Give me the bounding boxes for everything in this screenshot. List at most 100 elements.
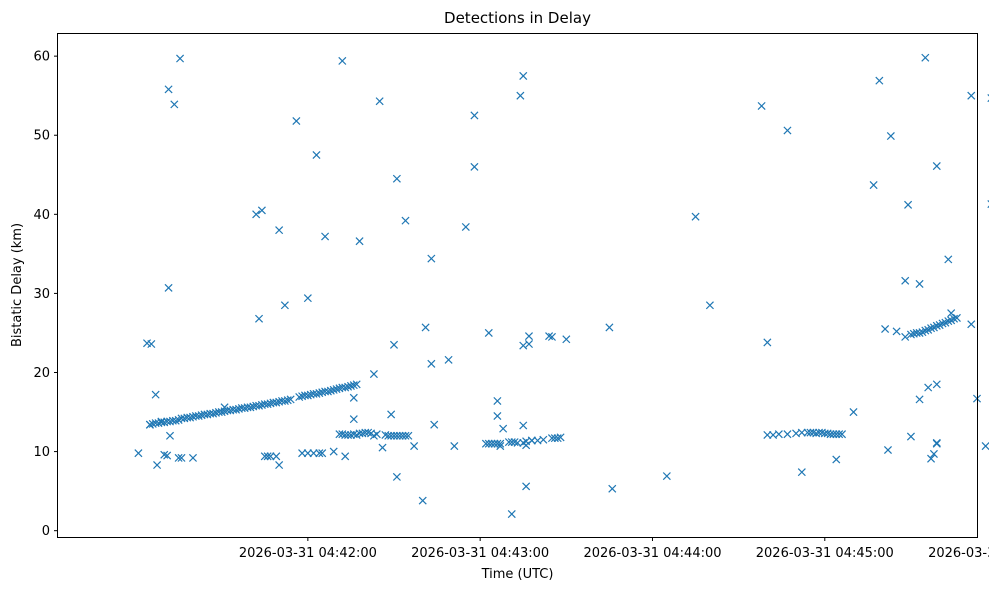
data-point: [147, 340, 156, 349]
data-point: [832, 430, 841, 439]
data-point: [164, 85, 173, 94]
data-point: [496, 439, 505, 448]
data-point: [427, 254, 436, 263]
data-point: [901, 276, 910, 285]
data-point: [134, 449, 143, 458]
data-point: [272, 398, 281, 407]
data-point: [176, 54, 185, 63]
data-point: [556, 433, 565, 442]
data-point: [315, 449, 324, 458]
data-point: [275, 461, 284, 470]
data-point: [404, 431, 413, 440]
data-point: [418, 496, 427, 505]
data-point: [341, 430, 350, 440]
data-point: [410, 442, 419, 451]
data-point: [932, 380, 941, 389]
data-point: [369, 370, 378, 379]
data-point: [286, 395, 295, 404]
data-point: [349, 381, 358, 390]
data-point: [835, 430, 844, 439]
data-point: [553, 434, 562, 443]
data-point: [490, 439, 499, 448]
data-point: [705, 301, 714, 310]
data-point: [392, 472, 401, 481]
x-tick-label: 2026-03-31 04:43:00: [411, 546, 549, 561]
data-point: [783, 430, 792, 439]
data-point: [275, 226, 284, 235]
data-point: [163, 451, 172, 460]
data-point: [487, 439, 496, 448]
data-point: [484, 328, 493, 337]
data-point: [519, 421, 528, 430]
data-point: [194, 411, 203, 421]
x-tick-label: 2026-03-31 04:42:00: [239, 546, 377, 561]
data-point: [944, 317, 953, 326]
data-point: [950, 314, 959, 323]
data-point: [947, 309, 956, 318]
data-point: [662, 472, 671, 481]
data-point: [901, 332, 910, 341]
data-point: [461, 222, 470, 231]
data-point: [346, 430, 355, 440]
marker-layer: [134, 53, 989, 519]
y-axis: 0 10 20 30 40 50 60: [33, 50, 58, 539]
data-point: [915, 279, 924, 288]
y-tick-label: 10: [33, 445, 50, 460]
data-point: [153, 461, 162, 470]
data-point: [519, 341, 528, 350]
x-axis-label: Time (UTC): [481, 567, 554, 582]
data-point: [967, 320, 976, 329]
plot-frame: [57, 33, 978, 538]
data-point: [349, 415, 358, 424]
data-point: [389, 431, 399, 440]
data-point: [932, 162, 941, 171]
data-point: [493, 411, 502, 421]
data-point: [355, 237, 364, 246]
data-point: [929, 449, 938, 458]
data-point: [266, 452, 275, 461]
data-point: [605, 323, 614, 332]
data-point: [869, 181, 878, 190]
data-point: [915, 395, 924, 404]
data-point: [524, 332, 534, 341]
data-point: [849, 408, 858, 417]
y-tick-label: 50: [33, 129, 50, 144]
data-point: [315, 389, 324, 398]
data-point: [323, 387, 332, 396]
data-point: [232, 405, 241, 414]
data-point: [421, 323, 430, 332]
data-point: [763, 338, 772, 347]
data-point: [527, 436, 536, 445]
data-point: [398, 431, 407, 440]
data-point: [470, 111, 479, 120]
data-point: [547, 434, 556, 443]
data-point: [883, 445, 892, 455]
data-point: [932, 321, 941, 330]
data-point: [387, 431, 396, 440]
data-point: [932, 438, 941, 447]
data-point: [145, 420, 154, 429]
data-point: [892, 327, 901, 336]
data-point: [829, 430, 838, 439]
data-point: [430, 420, 439, 429]
data-point: [545, 332, 554, 341]
data-point: [906, 330, 915, 339]
data-point: [450, 442, 459, 451]
y-tick-label: 0: [42, 524, 50, 539]
data-point: [401, 431, 410, 440]
data-point: [875, 76, 884, 85]
data-point: [921, 326, 930, 335]
data-point: [427, 359, 436, 368]
data-point: [329, 385, 338, 394]
data-point: [364, 428, 373, 437]
data-point: [763, 430, 772, 440]
data-point: [338, 56, 347, 65]
data-point: [944, 255, 953, 264]
data-point: [255, 314, 264, 323]
data-point: [924, 383, 933, 392]
x-axis: 2026-03-31 04:42:00 2026-03-31 04:43:00 20…: [239, 537, 989, 561]
data-point: [260, 452, 269, 461]
data-point: [220, 403, 229, 412]
data-point: [401, 216, 410, 225]
